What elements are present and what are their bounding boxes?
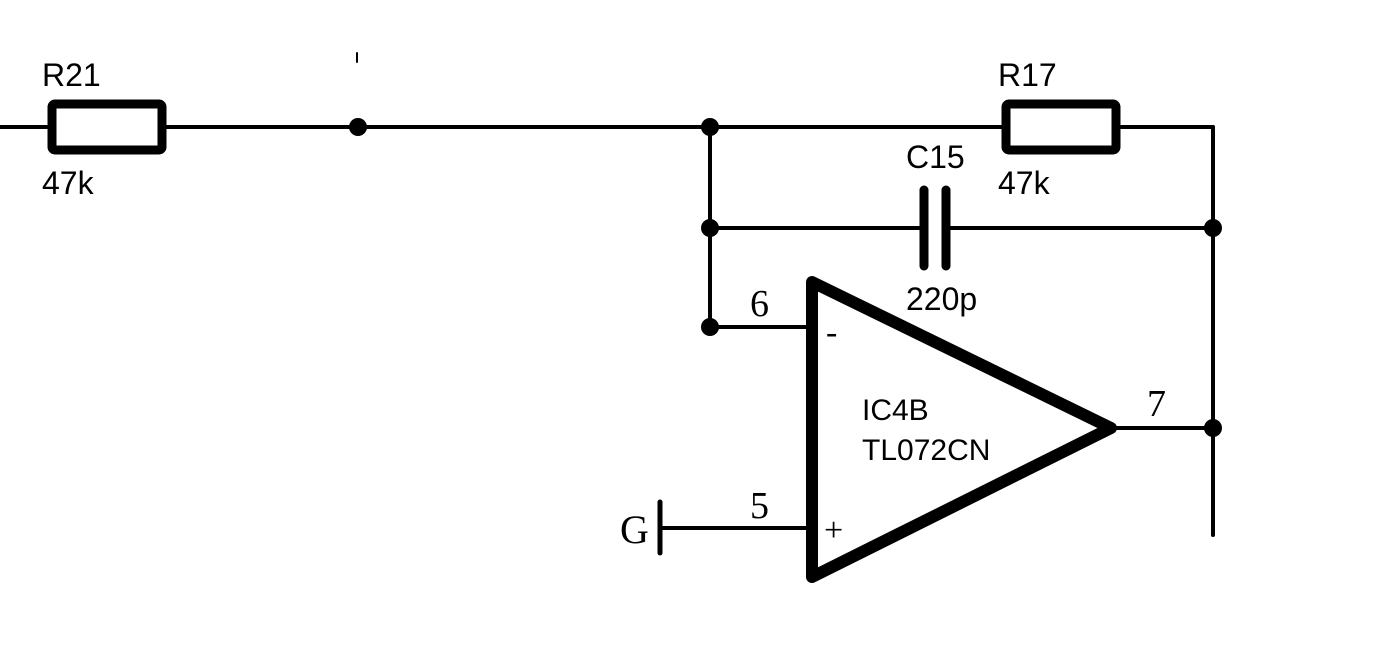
ic4b-ref-label: IC4B [862, 394, 929, 427]
opamp-ic4b-body [806, 276, 1117, 583]
junction-dot [1204, 419, 1222, 437]
noninverting-sign: + [824, 512, 843, 549]
r21-value-label: 47k [42, 165, 95, 201]
junction-dot [701, 318, 719, 336]
c15-ref-label: C15 [906, 139, 965, 175]
c15-value-label: 220p [906, 281, 977, 317]
pin7-number: 7 [1147, 383, 1166, 425]
inverting-sign: - [826, 314, 837, 351]
r21-ref-label: R21 [42, 57, 101, 93]
junction-dot [1204, 219, 1222, 237]
resistor-r17-body [1001, 99, 1121, 155]
junction-dot [701, 219, 719, 237]
resistor-r21-body [47, 99, 167, 155]
ground-label: G [620, 507, 649, 552]
pin5-number: 5 [750, 485, 769, 527]
junction-dot [349, 118, 367, 136]
ic4b-part-label: TL072CN [862, 434, 990, 467]
pin6-number: 6 [750, 283, 769, 325]
r17-ref-label: R17 [998, 57, 1057, 93]
junction-dot [701, 118, 719, 136]
r17-value-label: 47k [998, 165, 1051, 201]
